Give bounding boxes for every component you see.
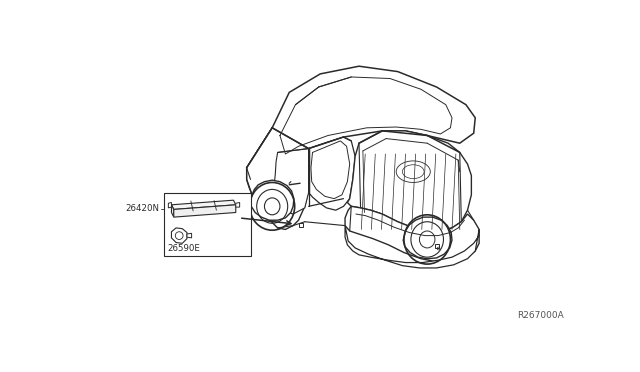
Text: 26420N: 26420N — [126, 204, 160, 213]
Polygon shape — [272, 66, 476, 158]
Polygon shape — [246, 128, 293, 223]
Text: R267000A: R267000A — [518, 311, 564, 320]
Polygon shape — [246, 128, 311, 230]
Polygon shape — [345, 206, 479, 262]
Polygon shape — [403, 217, 452, 259]
Polygon shape — [187, 233, 191, 238]
Polygon shape — [172, 228, 187, 243]
Text: 26590E: 26590E — [168, 244, 200, 253]
Polygon shape — [172, 205, 174, 217]
Polygon shape — [345, 225, 479, 268]
Polygon shape — [308, 137, 355, 210]
Polygon shape — [168, 202, 172, 208]
Polygon shape — [250, 180, 294, 220]
Polygon shape — [348, 131, 472, 231]
Polygon shape — [274, 148, 311, 214]
Polygon shape — [172, 200, 236, 209]
Bar — [164, 193, 250, 256]
Polygon shape — [246, 128, 282, 183]
Polygon shape — [236, 202, 239, 207]
Polygon shape — [174, 205, 236, 217]
